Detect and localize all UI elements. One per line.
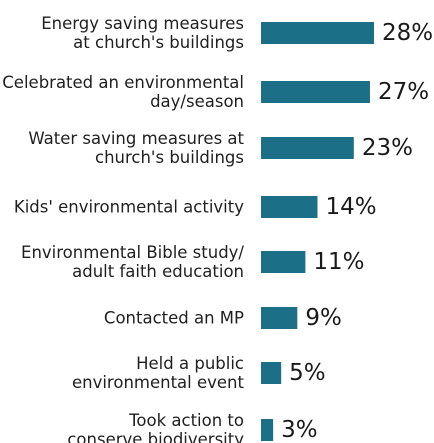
category-label-5-line-2: adult faith education [72, 262, 244, 281]
bar-5 [261, 251, 306, 273]
bar-3 [261, 137, 354, 159]
category-label-7-line-1: Held a public [136, 354, 244, 373]
category-label-1-line-2: at church's buildings [73, 33, 244, 52]
value-label-7: 5% [289, 360, 326, 386]
value-label-2: 27% [378, 79, 429, 105]
value-label-5: 11% [313, 249, 364, 275]
bar-8 [261, 419, 274, 441]
bar-7 [261, 362, 282, 384]
category-label-8-line-1: Took action to [128, 411, 244, 430]
category-label-8-line-2: conserve biodiversity [67, 430, 244, 443]
category-label-1-line-1: Energy saving measures [41, 14, 244, 33]
category-label-3-line-1: Water saving measures at [28, 129, 244, 148]
bar-1 [261, 22, 374, 44]
bar-6 [261, 307, 298, 329]
category-label-3-line-2: church's buildings [95, 148, 244, 167]
category-label-4: Kids' environmental activity [14, 198, 244, 217]
value-label-6: 9% [305, 305, 342, 331]
category-label-2-line-2: day/season [150, 92, 244, 111]
value-label-4: 14% [326, 194, 377, 220]
category-label-7-line-2: environmental event [72, 373, 245, 392]
value-label-3: 23% [362, 135, 413, 161]
category-label-5-line-1: Environmental Bible study/ [21, 243, 244, 262]
bar-2 [261, 81, 370, 103]
category-label-6: Contacted an MP [104, 309, 244, 328]
bar-4 [261, 196, 318, 218]
value-label-1: 28% [382, 20, 433, 46]
category-label-2-line-1: Celebrated an environmental [2, 73, 244, 92]
value-label-8: 3% [281, 417, 318, 443]
